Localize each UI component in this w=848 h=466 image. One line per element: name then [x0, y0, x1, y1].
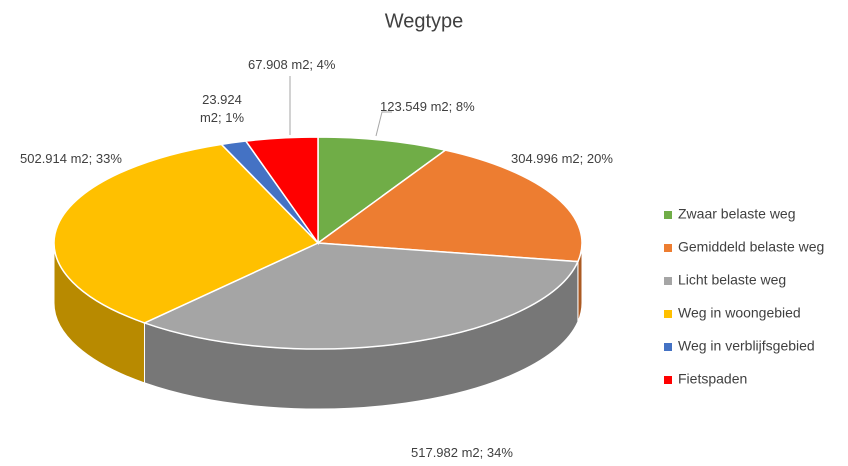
slice [53, 143, 320, 324]
data-label: 502.914 m2; 33% [20, 151, 122, 166]
leader-line [375, 111, 392, 137]
legend-swatch [664, 343, 672, 351]
slice [315, 149, 583, 263]
legend-swatch [664, 277, 672, 285]
legend-label: Licht belaste weg [678, 272, 786, 288]
legend-label: Gemiddeld belaste weg [678, 239, 824, 255]
chart-title: Wegtype [385, 10, 464, 32]
legend-label: Fietspaden [678, 371, 747, 387]
legend-swatch [664, 244, 672, 252]
legend-swatch [664, 376, 672, 384]
slice [317, 136, 448, 245]
data-label: 23.924 m2; 1% [199, 92, 245, 125]
legend-label: Zwaar belaste weg [678, 206, 796, 222]
legend-swatch [664, 310, 672, 318]
data-label: 123.549 m2; 8% [380, 99, 475, 114]
legend-label: Weg in verblijfsgebied [678, 338, 815, 354]
data-label: 67.908 m2; 4% [248, 57, 336, 72]
legend-label: Weg in woongebied [678, 305, 801, 321]
slice [244, 136, 319, 246]
legend-swatch [664, 211, 672, 219]
data-label: 304.996 m2; 20% [511, 151, 613, 166]
slice [142, 242, 580, 350]
data-label: 517.982 m2; 34% [411, 445, 513, 460]
